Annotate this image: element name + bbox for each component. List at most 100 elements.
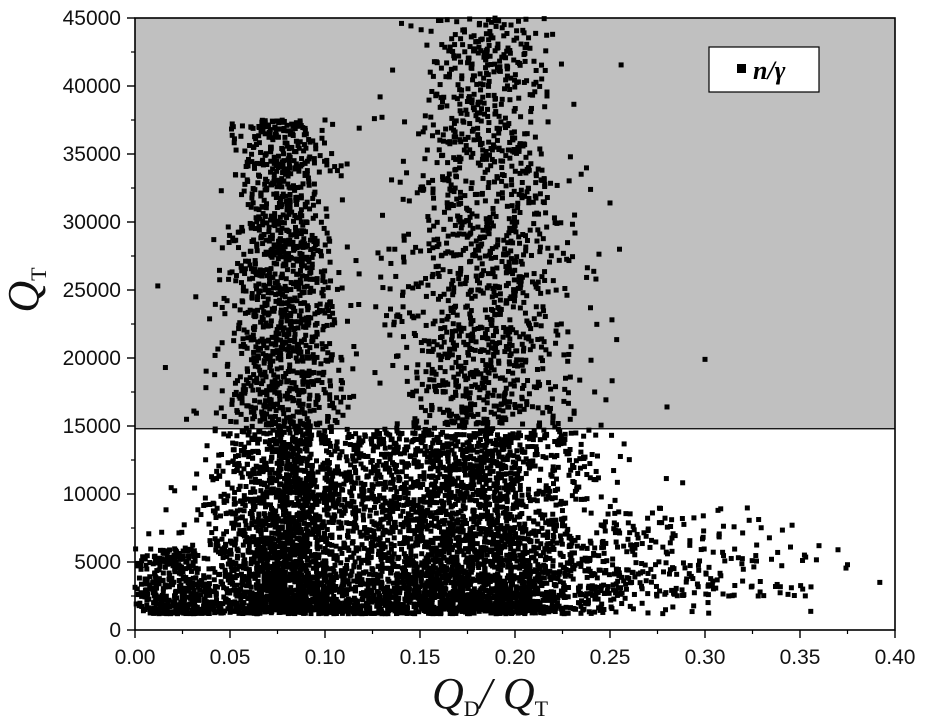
data-point — [255, 180, 261, 186]
data-point — [457, 108, 463, 114]
data-point — [553, 328, 559, 334]
data-point — [239, 192, 245, 198]
data-point — [277, 214, 283, 220]
data-point — [516, 95, 522, 101]
data-point — [442, 369, 448, 375]
data-point — [505, 368, 511, 374]
data-point — [436, 382, 442, 388]
data-point — [507, 449, 513, 455]
data-point — [261, 511, 267, 517]
data-point — [483, 148, 489, 154]
data-point — [566, 178, 572, 184]
data-point — [524, 189, 530, 195]
data-point — [510, 505, 516, 511]
data-point — [594, 575, 600, 581]
data-point — [260, 378, 266, 384]
data-point — [246, 543, 252, 549]
data-point — [309, 232, 315, 238]
data-point — [237, 307, 243, 313]
data-point — [274, 441, 280, 447]
data-point — [310, 352, 316, 358]
data-point — [240, 299, 246, 305]
data-point — [267, 278, 273, 284]
data-point — [320, 588, 326, 594]
data-point — [422, 518, 428, 524]
data-point — [460, 27, 466, 33]
data-point — [275, 291, 281, 297]
data-point — [313, 142, 319, 148]
data-point — [249, 522, 255, 528]
data-point — [362, 581, 368, 587]
data-point — [505, 250, 511, 256]
data-point — [316, 370, 322, 376]
data-point — [245, 202, 251, 208]
data-point — [519, 341, 525, 347]
data-point — [254, 296, 260, 302]
data-point — [252, 314, 258, 320]
data-point — [268, 490, 274, 496]
data-point — [315, 524, 321, 530]
data-point — [482, 253, 488, 259]
data-point — [330, 121, 336, 127]
data-point — [538, 290, 544, 296]
data-point — [282, 134, 288, 140]
data-point — [298, 184, 304, 190]
data-point — [452, 129, 458, 135]
data-point — [222, 570, 228, 576]
data-point — [338, 173, 344, 179]
data-point — [292, 472, 298, 478]
data-point — [269, 334, 275, 340]
data-point — [428, 522, 434, 528]
data-point — [474, 81, 480, 87]
data-point — [493, 292, 499, 298]
data-point — [292, 572, 298, 578]
data-point — [570, 462, 576, 468]
data-point — [290, 469, 296, 475]
data-point — [538, 344, 544, 350]
data-point — [275, 165, 281, 171]
data-point — [316, 309, 322, 315]
data-point — [260, 465, 266, 471]
data-point — [440, 409, 446, 415]
data-point — [241, 561, 247, 567]
data-point — [292, 525, 298, 531]
data-point — [466, 395, 472, 401]
data-point — [247, 262, 253, 268]
data-point — [243, 258, 249, 264]
data-point — [490, 536, 496, 542]
data-point — [471, 107, 477, 113]
data-point — [279, 117, 285, 123]
data-point — [264, 300, 270, 306]
data-point — [558, 537, 564, 543]
data-point — [550, 420, 556, 426]
data-point — [275, 256, 281, 262]
data-point — [499, 25, 505, 31]
data-point — [282, 543, 288, 549]
data-point — [545, 245, 551, 251]
data-point — [239, 400, 245, 406]
data-point — [484, 224, 490, 230]
data-point — [282, 140, 288, 146]
data-point — [534, 238, 540, 244]
data-point — [458, 36, 464, 42]
data-point — [252, 398, 258, 404]
data-point — [446, 74, 452, 80]
data-point — [491, 351, 497, 357]
data-point — [509, 203, 515, 209]
data-point — [517, 285, 523, 291]
data-point — [287, 362, 293, 368]
data-point — [296, 486, 302, 492]
data-point — [467, 121, 473, 127]
data-point — [404, 365, 410, 371]
data-point — [473, 273, 479, 279]
data-point — [489, 294, 495, 300]
data-point — [466, 55, 472, 61]
data-point — [295, 142, 301, 148]
data-point — [329, 352, 335, 358]
data-point — [516, 148, 522, 154]
data-point — [541, 427, 547, 433]
data-point — [242, 388, 248, 394]
data-point — [519, 180, 525, 186]
data-point — [298, 429, 304, 435]
data-point — [314, 320, 320, 326]
